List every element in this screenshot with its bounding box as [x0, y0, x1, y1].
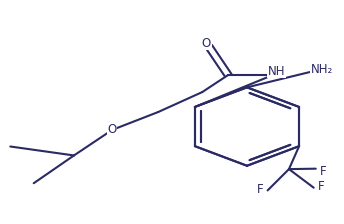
Text: F: F — [318, 180, 325, 193]
Text: F: F — [257, 183, 264, 196]
Text: F: F — [320, 165, 327, 178]
Text: O: O — [108, 123, 117, 136]
Text: NH: NH — [268, 65, 286, 78]
Text: NH₂: NH₂ — [311, 63, 333, 76]
Text: O: O — [202, 37, 211, 50]
